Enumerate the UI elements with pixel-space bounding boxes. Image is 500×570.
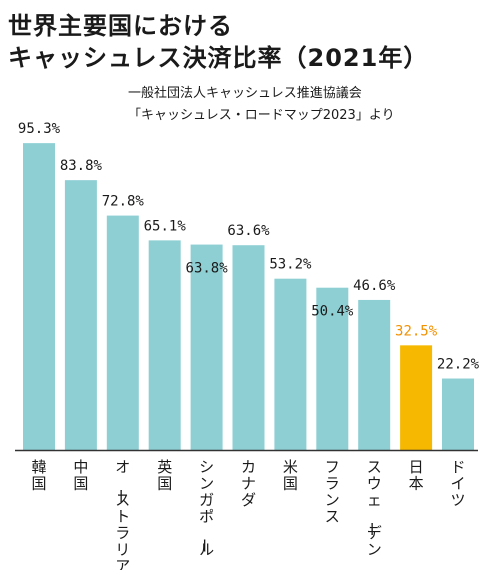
category-label-10: 日本 (409, 458, 424, 493)
source-line-1: 一般社団法人キャッシュレス推進協議会 (128, 86, 362, 101)
category-label-6: カナダ (241, 458, 256, 509)
bar-9 (358, 299, 391, 450)
bar-5 (190, 244, 223, 450)
category-label-1: 韓国 (31, 458, 46, 493)
value-label-1: 95.3% (18, 121, 61, 137)
value-label-2: 83.8% (60, 158, 103, 174)
bar-3 (106, 215, 139, 450)
bar-7 (274, 278, 307, 450)
source-line-2: 「キャッシュレス・ロードマップ2023」より (128, 108, 395, 123)
value-label-7: 53.2% (269, 257, 312, 273)
category-label-8: フランス (325, 458, 340, 526)
bar-1 (23, 143, 55, 450)
value-label-10: 32.5% (395, 323, 438, 339)
bar-6 (232, 245, 265, 450)
category-label-9: スウェーデン (363, 458, 382, 559)
bar-11 (442, 378, 474, 450)
value-label-9: 46.6% (353, 278, 396, 294)
bar-10 (400, 345, 433, 450)
chart-title-line-2: キャッシュレス決済比率（2021年） (8, 44, 429, 72)
value-label-5: 63.8% (186, 261, 229, 277)
category-label-3: オーストラリア (111, 458, 130, 570)
value-label-4: 65.1% (144, 218, 187, 234)
bar-8 (316, 287, 349, 450)
bar-2 (64, 180, 97, 450)
value-label-11: 22.2% (437, 357, 480, 373)
category-label-11: ドイツ (450, 458, 465, 509)
category-label-5: シンガポール (195, 458, 214, 559)
bar-4 (148, 240, 181, 450)
value-label-3: 72.8% (102, 194, 145, 210)
value-label-8: 50.4% (311, 304, 354, 320)
category-label-2: 中国 (73, 458, 88, 493)
category-label-4: 英国 (157, 458, 172, 493)
category-label-7: 米国 (283, 458, 298, 493)
chart-title-line-1: 世界主要国における (8, 12, 233, 40)
value-label-6: 63.6% (227, 223, 270, 239)
